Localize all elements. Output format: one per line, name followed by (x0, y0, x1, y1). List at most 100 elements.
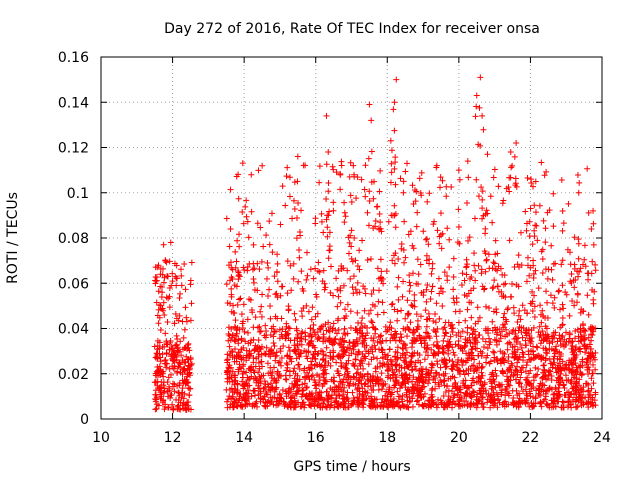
data-point (530, 270, 537, 277)
y-tick-label: 0.02 (58, 367, 89, 383)
data-point (403, 349, 410, 356)
data-point (400, 178, 407, 185)
data-point (589, 370, 596, 377)
data-point (259, 291, 266, 298)
data-point (494, 393, 501, 400)
data-point (458, 357, 465, 364)
data-point (404, 297, 411, 304)
data-point (367, 255, 374, 262)
data-point (406, 272, 413, 279)
data-point (391, 165, 398, 172)
data-point (491, 336, 498, 343)
data-point (174, 368, 181, 375)
data-point (479, 394, 486, 401)
data-point (560, 305, 567, 312)
data-point (176, 360, 183, 367)
data-point (358, 320, 365, 327)
data-point (401, 403, 408, 410)
data-point (511, 153, 518, 160)
x-tick-label: 20 (450, 430, 468, 446)
data-point (296, 254, 303, 261)
data-point (311, 376, 318, 383)
data-point (172, 311, 179, 318)
data-point (291, 206, 298, 213)
data-point (231, 282, 238, 289)
data-point (540, 397, 547, 404)
data-point (375, 275, 382, 282)
data-point (513, 281, 520, 288)
data-point (364, 370, 371, 377)
data-point (322, 284, 329, 291)
data-point (482, 268, 489, 275)
data-point (566, 330, 573, 337)
data-point (341, 219, 348, 226)
data-point (430, 350, 437, 357)
data-point (255, 167, 262, 174)
data-point (544, 334, 551, 341)
data-point (328, 401, 335, 408)
data-point (409, 182, 416, 189)
data-point (325, 149, 332, 156)
data-point (553, 343, 560, 350)
data-point (375, 381, 382, 388)
data-point (153, 350, 160, 357)
data-point (400, 340, 407, 347)
data-point (491, 166, 498, 173)
data-point (323, 216, 330, 223)
data-point (226, 370, 233, 377)
data-point (177, 290, 184, 297)
data-point (437, 210, 444, 217)
data-point (274, 251, 281, 258)
data-point (337, 171, 344, 178)
y-tick-label: 0.14 (58, 95, 89, 111)
data-point (334, 317, 341, 324)
data-point (380, 309, 387, 316)
data-point (558, 176, 565, 183)
data-point (400, 278, 407, 285)
data-point (592, 349, 599, 356)
data-point (367, 376, 374, 383)
data-point (559, 398, 566, 405)
data-point (512, 182, 519, 189)
data-point (506, 237, 513, 244)
data-point (537, 311, 544, 318)
data-point (374, 339, 381, 346)
data-point (330, 207, 337, 214)
data-point (523, 278, 530, 285)
data-point (364, 389, 371, 396)
data-point (387, 179, 394, 186)
data-point (415, 271, 422, 278)
data-point (516, 379, 523, 386)
data-point (152, 264, 159, 271)
data-point (267, 364, 274, 371)
data-point (579, 261, 586, 268)
data-point (239, 324, 246, 331)
data-point (357, 325, 364, 332)
data-point (261, 332, 268, 339)
data-point (463, 256, 470, 263)
data-point (288, 358, 295, 365)
data-point (327, 402, 334, 409)
data-point (239, 378, 246, 385)
data-point (584, 361, 591, 368)
data-point (309, 372, 316, 379)
data-point (439, 303, 446, 310)
data-point (393, 76, 400, 83)
data-point (240, 301, 247, 308)
data-point (258, 313, 265, 320)
data-point (370, 287, 377, 294)
data-point (267, 332, 274, 339)
data-point (364, 257, 371, 264)
data-point (298, 330, 305, 337)
data-point (291, 403, 298, 410)
data-point (394, 344, 401, 351)
data-point (439, 177, 446, 184)
data-point (170, 405, 177, 412)
data-point (511, 264, 518, 271)
data-point (315, 350, 322, 357)
data-point (391, 127, 398, 134)
data-point (391, 306, 398, 313)
data-point (474, 304, 481, 311)
data-point (527, 390, 534, 397)
data-point (347, 192, 354, 199)
